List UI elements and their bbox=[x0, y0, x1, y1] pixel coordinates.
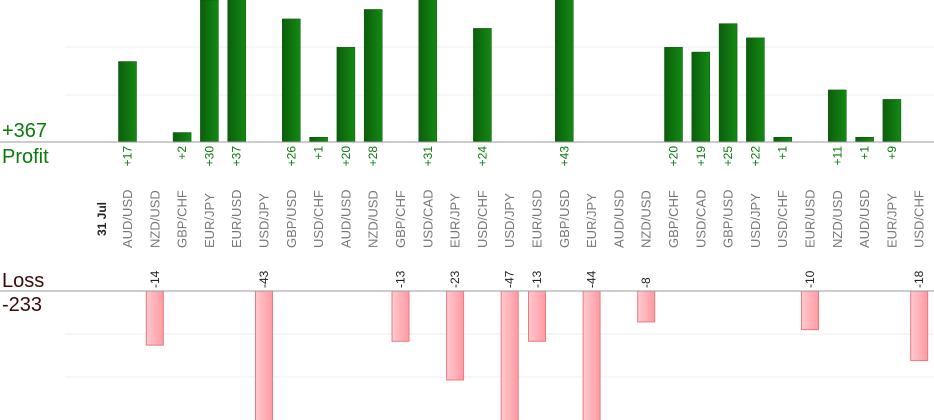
loss-bar bbox=[500, 291, 519, 420]
pair-label: EUR/JPY bbox=[884, 193, 899, 248]
pair-labels: AUD/USD NZD/USD GBP/CHF EUR/JPY EUR/USD USD/J… bbox=[120, 189, 927, 248]
profit-value-label: +11 bbox=[830, 146, 844, 166]
pair-label: GBP/USD bbox=[721, 189, 736, 248]
pair-label: USD/CHF bbox=[912, 190, 927, 248]
pair-label: USD/CAD bbox=[693, 189, 708, 248]
pair-label: EUR/USD bbox=[803, 189, 818, 248]
loss-value-label: -18 bbox=[912, 270, 926, 288]
profit-bar bbox=[691, 51, 711, 142]
loss-label: Loss bbox=[2, 270, 44, 292]
pair-label: GBP/CHF bbox=[393, 190, 408, 248]
profit-bar bbox=[282, 18, 301, 142]
profit-value-label: +20 bbox=[339, 146, 353, 167]
loss-bars bbox=[145, 291, 929, 420]
loss-value-label: -47 bbox=[503, 270, 517, 288]
loss-bar bbox=[528, 291, 546, 342]
profit-value-label: +2 bbox=[175, 146, 189, 160]
loss-bar bbox=[801, 291, 819, 331]
pair-label: GBP/CHF bbox=[666, 190, 681, 248]
profit-bar bbox=[746, 37, 765, 142]
loss-bar bbox=[446, 291, 465, 381]
loss-bar bbox=[582, 291, 601, 420]
profit-bar bbox=[855, 137, 874, 142]
pair-label: GBP/CHF bbox=[175, 190, 190, 248]
profit-bar bbox=[200, 0, 219, 142]
loss-value-label: -13 bbox=[394, 270, 408, 288]
profit-bar bbox=[773, 137, 792, 142]
pair-label: AUD/USD bbox=[611, 189, 626, 248]
profit-value-label: +31 bbox=[421, 146, 435, 167]
profit-bar bbox=[718, 23, 738, 142]
profit-value-label: +17 bbox=[121, 146, 135, 167]
pair-label: USD/JPY bbox=[502, 193, 517, 248]
pair-label: USD/CAD bbox=[420, 189, 435, 248]
pair-label: EUR/JPY bbox=[448, 193, 463, 248]
pair-label: USD/CHF bbox=[311, 190, 326, 248]
pair-label: NZD/USD bbox=[639, 190, 654, 248]
pair-label: AUD/USD bbox=[338, 189, 353, 248]
pair-label: GBP/USD bbox=[557, 189, 572, 248]
loss-value-label: -23 bbox=[448, 270, 462, 288]
loss-total: -233 bbox=[2, 294, 42, 316]
pair-label: NZD/USD bbox=[366, 190, 381, 248]
loss-value-label: -44 bbox=[585, 270, 599, 288]
pair-label: USD/JPY bbox=[257, 193, 272, 248]
pair-label: EUR/USD bbox=[530, 189, 545, 248]
loss-bar bbox=[391, 291, 410, 342]
profit-value-label: +43 bbox=[557, 146, 571, 167]
profit-bar bbox=[828, 89, 847, 142]
profit-bars bbox=[118, 0, 902, 142]
pair-label: USD/CHF bbox=[475, 190, 490, 248]
profit-value-label: +24 bbox=[475, 146, 489, 167]
profit-value-label: +1 bbox=[312, 146, 326, 160]
pair-label: NZD/USD bbox=[147, 190, 162, 248]
profit-value-label: +19 bbox=[694, 146, 708, 167]
profit-bar bbox=[309, 137, 328, 142]
loss-value-label: -43 bbox=[257, 270, 271, 288]
profit-value-label: +22 bbox=[748, 146, 762, 167]
loss-bar bbox=[255, 291, 273, 420]
pair-label: AUD/USD bbox=[857, 189, 872, 248]
pair-label: AUD/USD bbox=[120, 189, 135, 248]
profit-bar bbox=[882, 99, 902, 142]
profit-value-label: +9 bbox=[885, 146, 899, 160]
loss-value-label: -8 bbox=[639, 277, 653, 288]
profit-label: Profit bbox=[2, 146, 49, 168]
profit-value-label: +30 bbox=[202, 146, 216, 167]
profit-value-label: +1 bbox=[776, 146, 790, 160]
loss-value-label: -10 bbox=[803, 270, 817, 288]
pair-label: EUR/USD bbox=[229, 189, 244, 248]
pair-label: NZD/USD bbox=[830, 190, 845, 248]
pair-label: GBP/USD bbox=[284, 189, 299, 248]
loss-bar bbox=[145, 291, 164, 346]
loss-bar bbox=[910, 291, 929, 362]
pair-label: USD/CHF bbox=[775, 190, 790, 248]
loss-value-label: -14 bbox=[148, 270, 162, 288]
profit-bar bbox=[172, 132, 192, 142]
profit-bar bbox=[336, 47, 356, 142]
profit-value-label: +28 bbox=[366, 146, 380, 167]
profit-bar bbox=[418, 0, 438, 142]
pair-label: EUR/JPY bbox=[584, 193, 599, 248]
pair-label: EUR/JPY bbox=[202, 193, 217, 248]
profit-total: +367 bbox=[2, 120, 47, 142]
profit-bar bbox=[555, 0, 574, 142]
profit-bar bbox=[227, 0, 246, 142]
loss-bar bbox=[637, 291, 656, 323]
profit-bar bbox=[118, 61, 137, 142]
date-label: 31 Jul bbox=[95, 202, 109, 236]
profit-value-label: +37 bbox=[230, 146, 244, 167]
profit-bar bbox=[473, 28, 492, 142]
profit-bar bbox=[363, 9, 383, 142]
profit-bar bbox=[664, 47, 683, 142]
value-labels: +17 -14 +2 +30 +37 -43 +26 +1 +20 +28 -13 +31 -23 +24… bbox=[121, 146, 927, 288]
profit-value-label: +20 bbox=[667, 146, 681, 167]
profit-value-label: +26 bbox=[284, 146, 298, 167]
loss-value-label: -13 bbox=[530, 270, 544, 288]
profit-value-label: +1 bbox=[858, 146, 872, 160]
profit-value-label: +25 bbox=[721, 146, 735, 167]
pair-label: USD/JPY bbox=[748, 193, 763, 248]
